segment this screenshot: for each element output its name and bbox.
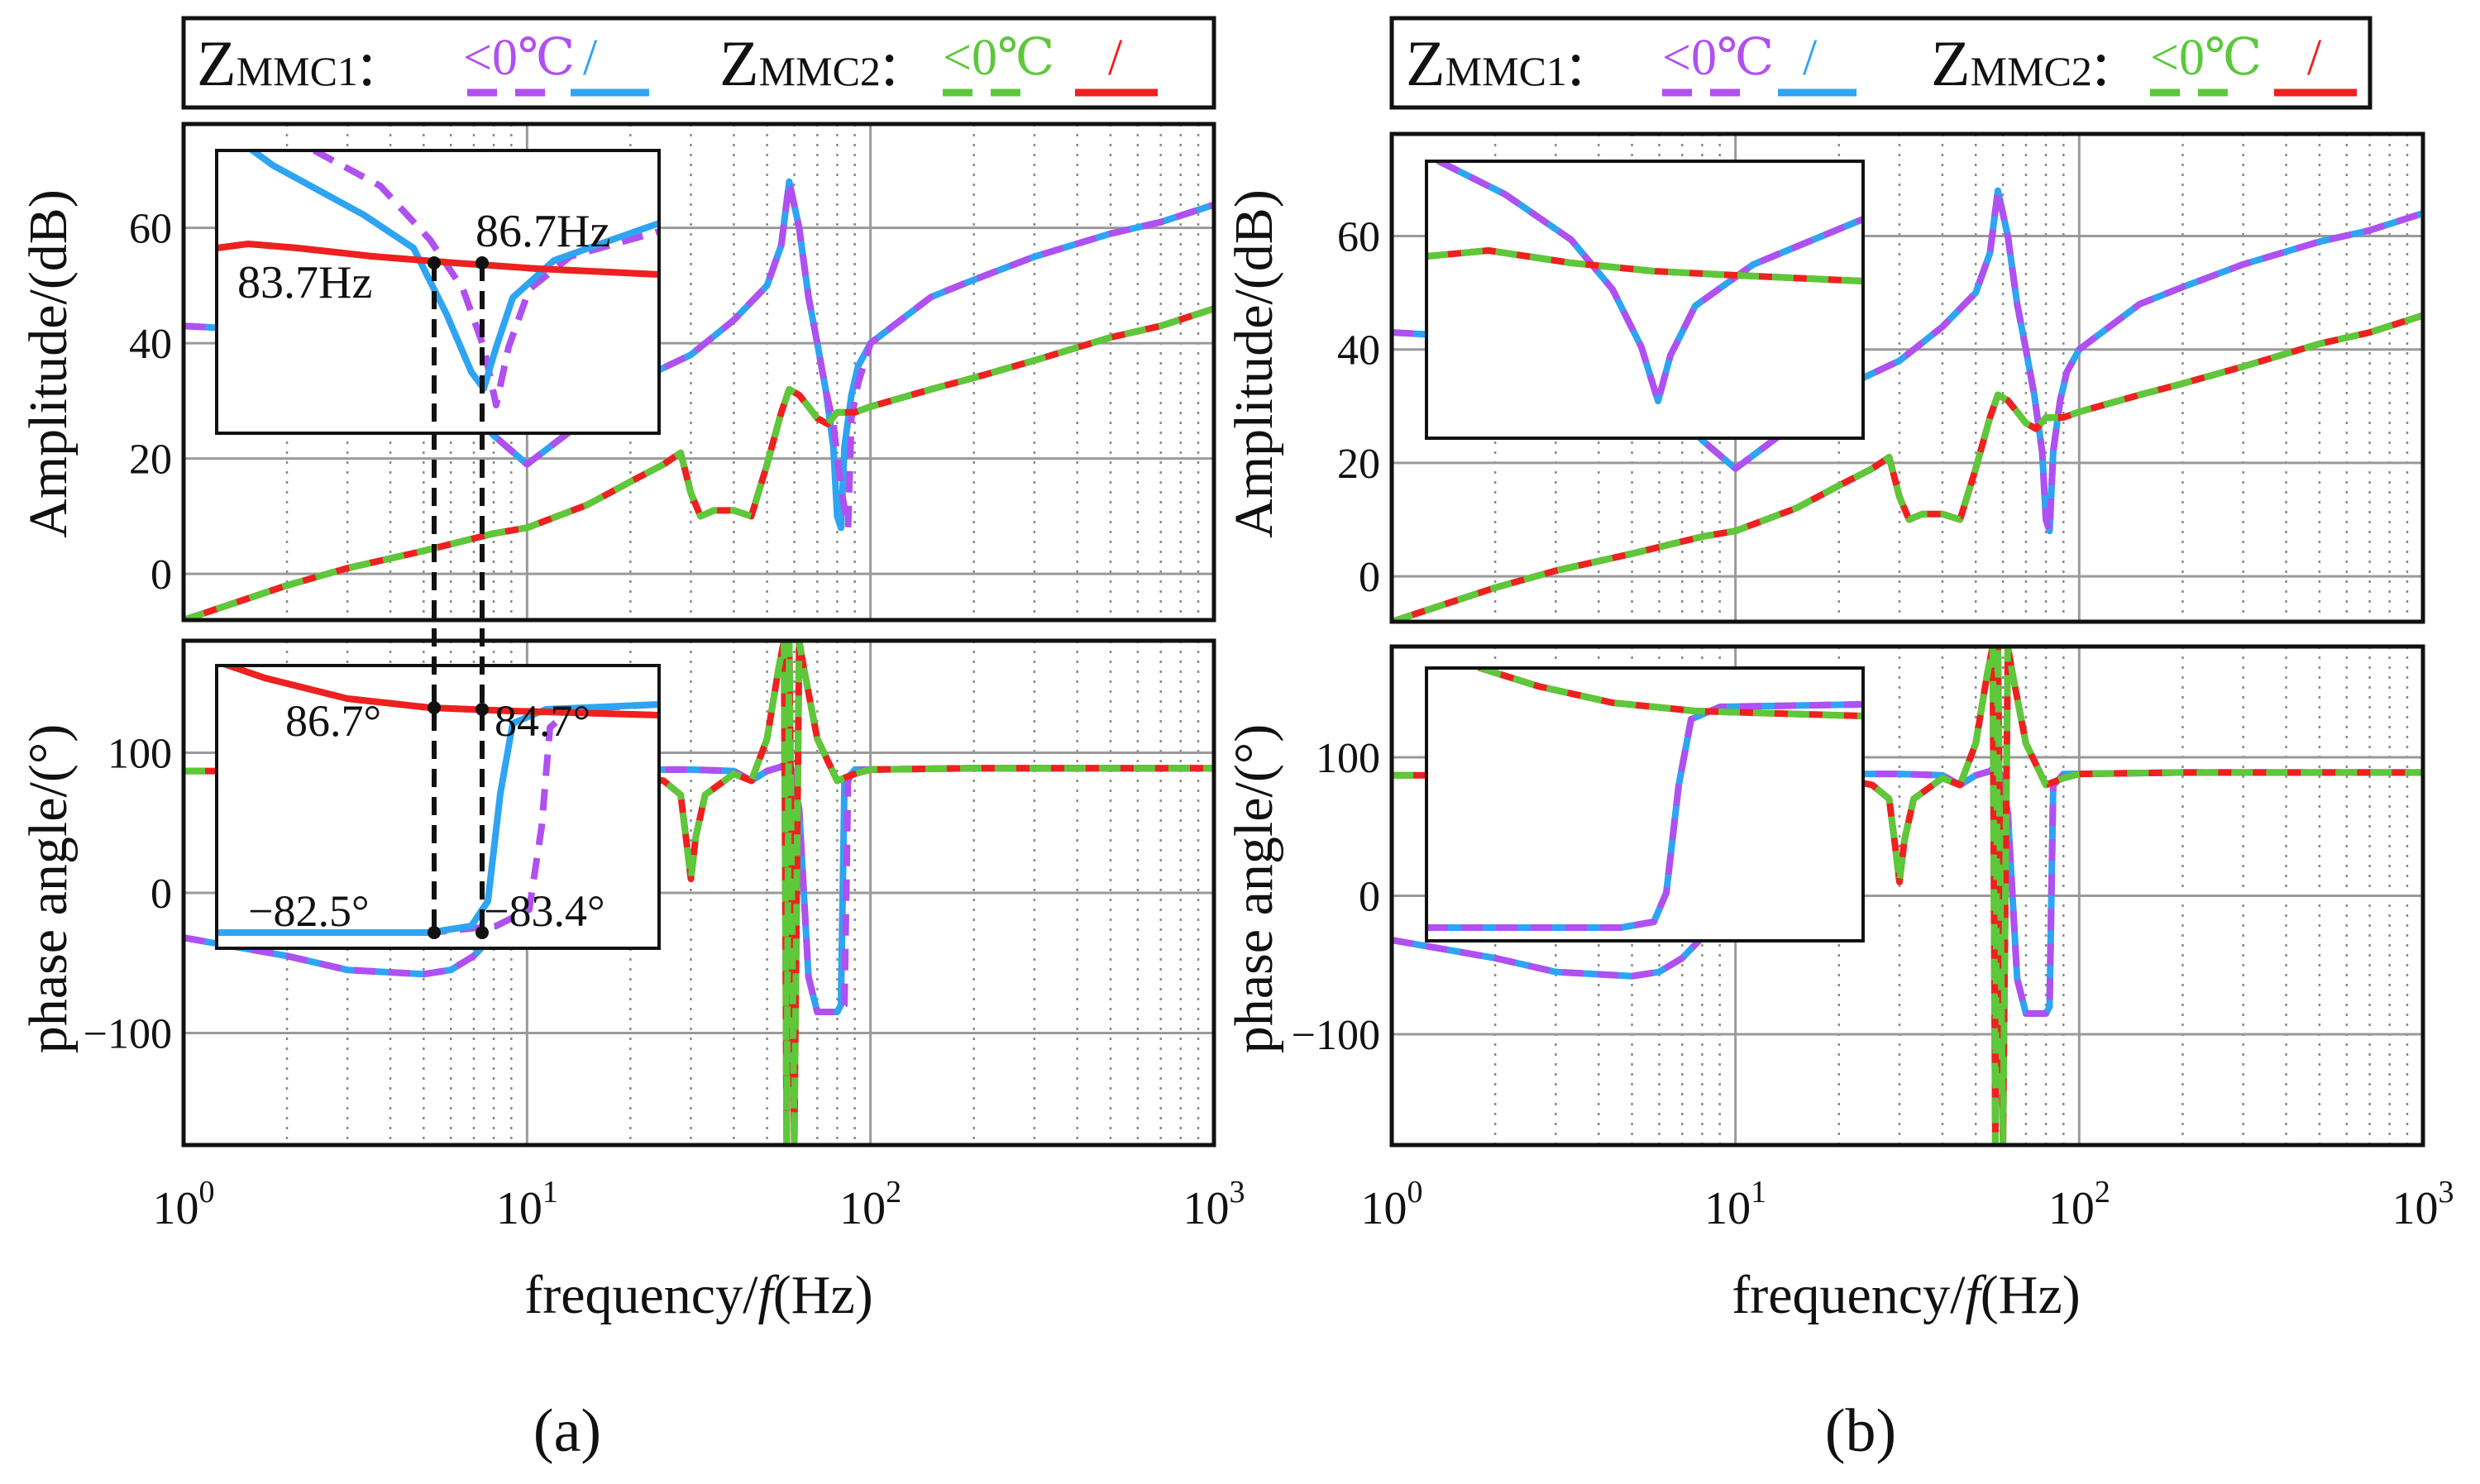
series-zmmc1-0- bbox=[184, 178, 1214, 532]
series-zmmc1-0- bbox=[1392, 187, 2423, 535]
inset-b-phase bbox=[1425, 666, 1865, 942]
inset-curves bbox=[217, 150, 659, 408]
inset-mmc2-warm bbox=[218, 666, 659, 718]
curves-a-phase bbox=[184, 641, 1214, 1145]
annot-freq-left: 83.7Hz bbox=[237, 257, 372, 308]
marker-dot bbox=[428, 256, 441, 270]
inset-mmc1-cold bbox=[1437, 161, 1863, 404]
x-tick-label: 100 bbox=[153, 1175, 215, 1234]
marker-dot bbox=[428, 926, 441, 939]
legend-a-mmc2-warm-text: / bbox=[1108, 30, 1123, 86]
y-tick-label: 100 bbox=[108, 731, 172, 778]
panel-a-label: (a) bbox=[533, 1397, 601, 1465]
inset-curves bbox=[217, 666, 659, 936]
legend-b-mmc2-warm-text: / bbox=[2307, 30, 2322, 86]
legend-b-mmc1-cold-text: <0℃ bbox=[1662, 30, 1774, 86]
y-tick-label: 20 bbox=[1337, 441, 1380, 488]
y-tick-label: 0 bbox=[1359, 874, 1380, 921]
inset-b-amp bbox=[1425, 160, 1865, 440]
inset-curves bbox=[1426, 161, 1863, 404]
x-tick-label: 103 bbox=[1183, 1175, 1245, 1234]
legend-a: ZMMC1: <0℃ / ZMMC2: <0℃ / bbox=[181, 16, 1216, 110]
y-tick-label: 0 bbox=[151, 871, 172, 918]
x-tick-label: 102 bbox=[2048, 1175, 2110, 1234]
x-tick-label: 101 bbox=[496, 1175, 558, 1234]
inset-a-amp bbox=[215, 149, 661, 435]
phase-ylabel-a: phase angle/(°) bbox=[18, 724, 79, 1053]
curves-b-phase bbox=[1392, 647, 2423, 1145]
amp-ylabel-b: Amplitude/(dB) bbox=[1224, 189, 1284, 538]
subplot-b-phase: −100 0 100 bbox=[1292, 644, 2425, 1148]
marker-dot bbox=[475, 926, 489, 939]
y-tick-label: −100 bbox=[84, 1010, 172, 1057]
inset-mmc1-warm bbox=[246, 150, 659, 392]
inset-frame bbox=[1425, 160, 1865, 440]
inset-border bbox=[1425, 160, 1865, 440]
xlabel-a: frequency/f(Hz) bbox=[524, 1265, 872, 1325]
marker-dot bbox=[475, 703, 489, 716]
legend-b: ZMMC1: <0℃ / ZMMC2: <0℃ / bbox=[1389, 16, 2372, 110]
legend-a-frame bbox=[181, 16, 1216, 110]
inset-border bbox=[215, 149, 661, 435]
inset-mmc2-cold bbox=[1426, 247, 1863, 284]
x-tick-label: 103 bbox=[2392, 1175, 2454, 1234]
inset-border bbox=[215, 664, 661, 950]
curves-b-amplitude bbox=[1392, 187, 2423, 622]
y-tick-label: 40 bbox=[129, 321, 172, 368]
x-tick-label: 101 bbox=[1704, 1175, 1766, 1234]
plots-layer: 0 20 40 60 −100 0 100 100 101 102 103 0 20 40 60 −100 0 1… bbox=[84, 122, 2454, 1234]
x-tick-label: 102 bbox=[839, 1175, 901, 1234]
y-tick-label: −100 bbox=[1292, 1012, 1380, 1059]
curves-a-amplitude bbox=[184, 178, 1214, 620]
axes-frame bbox=[1389, 131, 2425, 624]
inset-curves bbox=[1426, 668, 1863, 931]
marker-dot bbox=[428, 701, 441, 714]
legend-a-z1: ZMMC1: bbox=[197, 27, 376, 99]
xlabel-b: frequency/f(Hz) bbox=[1732, 1265, 2080, 1325]
series-zmmc1 bbox=[184, 178, 1214, 532]
y-tick-label: 60 bbox=[1337, 213, 1380, 260]
axes-frame bbox=[181, 638, 1216, 1148]
marker-dot bbox=[475, 256, 489, 270]
inset-border bbox=[1425, 666, 1865, 942]
y-tick-label: 60 bbox=[129, 206, 172, 253]
legend-b-mmc2-cold-text: <0℃ bbox=[2150, 30, 2262, 86]
annot-phase-low-left: −82.5° bbox=[248, 886, 370, 936]
series-zmmc2-0- bbox=[1392, 312, 2423, 622]
y-tick-label: 0 bbox=[151, 551, 172, 599]
axes-frame bbox=[1389, 644, 2425, 1148]
legend-b-z1: ZMMC1: bbox=[1406, 27, 1585, 99]
panel-b-label: (b) bbox=[1825, 1397, 1896, 1465]
series-zmmc1-0- bbox=[184, 756, 1214, 1015]
inset-mmc2-warm bbox=[217, 241, 659, 278]
y-tick-label: 0 bbox=[1359, 554, 1380, 601]
legend-a-mmc2-cold-text: <0℃ bbox=[943, 30, 1054, 86]
y-tick-label: 40 bbox=[1337, 327, 1380, 375]
legend-a-mmc1-warm-text: / bbox=[583, 30, 598, 86]
annotations-a: 83.7Hz 86.7Hz 86.7° 84.7° −82.5° −83.4° bbox=[237, 206, 610, 936]
panel-b: 0 20 40 60 −100 0 100 100 101 102 103 bbox=[1292, 131, 2454, 1234]
annot-phase-up-left: 86.7° bbox=[285, 696, 381, 746]
x-tick-label: 100 bbox=[1361, 1175, 1423, 1234]
phase-ylabel-b: phase angle/(°) bbox=[1224, 724, 1284, 1053]
legend-b-frame bbox=[1389, 16, 2372, 110]
legend-a-z2: ZMMC2: bbox=[719, 27, 899, 99]
legend-a-mmc1-cold-text: <0℃ bbox=[463, 30, 575, 86]
y-tick-label: 20 bbox=[129, 437, 172, 484]
legend-b-mmc1-warm-text: / bbox=[1803, 30, 1818, 86]
amp-ylabel-a: Amplitude/(dB) bbox=[18, 189, 79, 538]
series-zmmc2-0- bbox=[184, 641, 1214, 1145]
series-zmmc2-0- bbox=[1392, 647, 2423, 1145]
y-tick-label: 100 bbox=[1316, 735, 1380, 782]
annot-phase-low-right: −83.4° bbox=[484, 886, 605, 936]
inset-markers-a bbox=[428, 256, 489, 939]
axes-frame bbox=[181, 122, 1216, 623]
annot-phase-up-right: 84.7° bbox=[495, 696, 590, 746]
inset-mmc2-cold bbox=[1479, 668, 1863, 719]
series-zmmc2-0- bbox=[184, 305, 1214, 620]
legend-b-z2: ZMMC2: bbox=[1931, 27, 2110, 99]
annot-freq-right: 86.7Hz bbox=[475, 206, 610, 257]
